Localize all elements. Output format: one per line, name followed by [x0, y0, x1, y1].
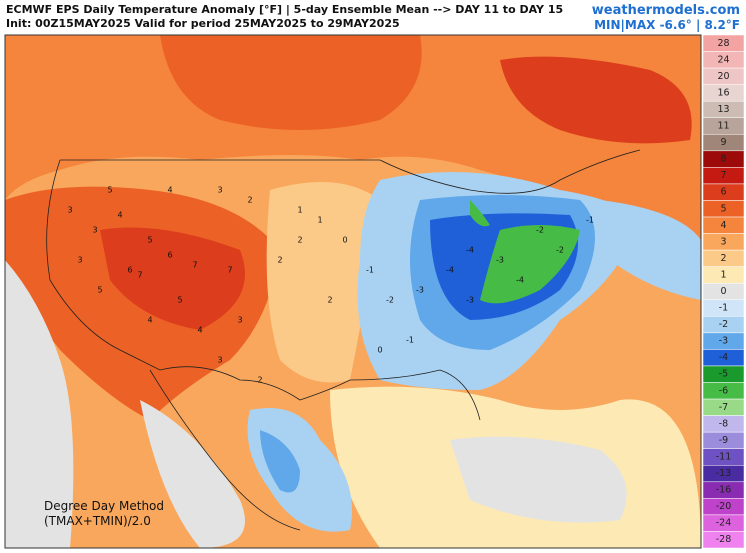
map-label: -2 — [536, 226, 544, 235]
legend-label: 28 — [717, 38, 729, 49]
map-label: 4 — [117, 211, 122, 220]
map-label: 3 — [92, 226, 97, 235]
legend-label: -2 — [719, 319, 728, 330]
map-label: -4 — [466, 246, 474, 255]
map-label: 5 — [147, 236, 152, 245]
legend-label: -6 — [719, 385, 728, 396]
legend: 28 24 20 16 13 11 9 8 7 6 5 4 3 2 1 0 -1 -2 -3 -4 -5 -6 -7 -8 -9… — [702, 34, 745, 549]
map-label: -3 — [496, 256, 504, 265]
map-label: 4 — [167, 186, 172, 195]
site: weathermodels.com — [592, 3, 740, 18]
legend-label: 2 — [720, 253, 726, 264]
legend-label: -16 — [716, 485, 732, 496]
map-label: -3 — [416, 286, 424, 295]
legend-label: -20 — [716, 501, 732, 512]
map-label: 2 — [277, 256, 282, 265]
legend-label: 9 — [720, 137, 726, 148]
legend-label: -28 — [716, 534, 732, 545]
footnote: Degree Day Method — [44, 499, 164, 513]
map-label: 1 — [297, 206, 302, 215]
map-label: 7 — [137, 271, 142, 280]
legend-label: 3 — [720, 236, 726, 247]
legend-label: 20 — [717, 71, 729, 82]
legend-label: 5 — [720, 203, 726, 214]
legend-label: 13 — [717, 104, 729, 115]
map-label: 5 — [177, 296, 182, 305]
legend-label: -8 — [719, 418, 728, 429]
map-label: 2 — [327, 296, 332, 305]
map: Degree Day Method (TMAX+TMIN)/2.0 — [4, 34, 702, 549]
legend-label: 11 — [717, 121, 729, 132]
map-label: 0 — [377, 346, 382, 355]
legend-label: -9 — [719, 435, 728, 446]
legend-label: -5 — [719, 369, 728, 380]
legend-label: -11 — [716, 451, 732, 462]
map-label: -1 — [406, 336, 414, 345]
map-label: 1 — [317, 216, 322, 225]
map-label: -2 — [556, 246, 564, 255]
legend-label: -13 — [716, 468, 732, 479]
map-label: 7 — [192, 261, 197, 270]
legend-label: 1 — [720, 269, 726, 280]
map-label: -1 — [586, 216, 594, 225]
legend-swatch — [702, 531, 745, 549]
legend-label: 16 — [717, 87, 729, 98]
map-label: 4 — [197, 326, 202, 335]
map-label: -2 — [386, 296, 394, 305]
map-label: -1 — [366, 266, 374, 275]
map-label: 2 — [257, 376, 262, 385]
legend-label: 0 — [720, 286, 726, 297]
footnote: (TMAX+TMIN)/2.0 — [44, 514, 151, 528]
map-label: 3 — [67, 206, 72, 215]
map-label: 3 — [217, 186, 222, 195]
legend-label: 4 — [720, 220, 726, 231]
map-label: -4 — [516, 276, 524, 285]
legend-label: 6 — [720, 187, 726, 198]
map-label: 4 — [147, 316, 152, 325]
map-label: 5 — [107, 186, 112, 195]
map-label: 2 — [297, 236, 302, 245]
legend-label: -3 — [719, 336, 728, 347]
title: ECMWF EPS Daily Temperature Anomaly [°F]… — [6, 3, 563, 16]
map-label: 7 — [227, 266, 232, 275]
legend-label: -24 — [716, 518, 732, 529]
legend-label: -7 — [719, 402, 728, 413]
map-label: 3 — [217, 356, 222, 365]
legend-label: -4 — [719, 352, 728, 363]
legend-label: 8 — [720, 154, 726, 165]
map-label: -4 — [446, 266, 454, 275]
map-label: 3 — [237, 316, 242, 325]
map-label: 6 — [167, 251, 172, 260]
map-label: 2 — [247, 196, 252, 205]
minmax: MIN|MAX -6.6° | 8.2°F — [594, 18, 740, 32]
map-label: 3 — [77, 256, 82, 265]
map-labels: 3345676775432210-1-2-3-4-4-3-2-101234532… — [67, 186, 594, 385]
subtitle: Init: 00Z15MAY2025 Valid for period 25MA… — [6, 17, 400, 30]
legend-label: -1 — [719, 303, 728, 314]
legend-label: 24 — [717, 54, 729, 65]
map-label: 0 — [342, 236, 347, 245]
legend-label: 7 — [720, 170, 726, 181]
map-label: -3 — [466, 296, 474, 305]
map-label: 6 — [127, 266, 132, 275]
map-label: 5 — [97, 286, 102, 295]
